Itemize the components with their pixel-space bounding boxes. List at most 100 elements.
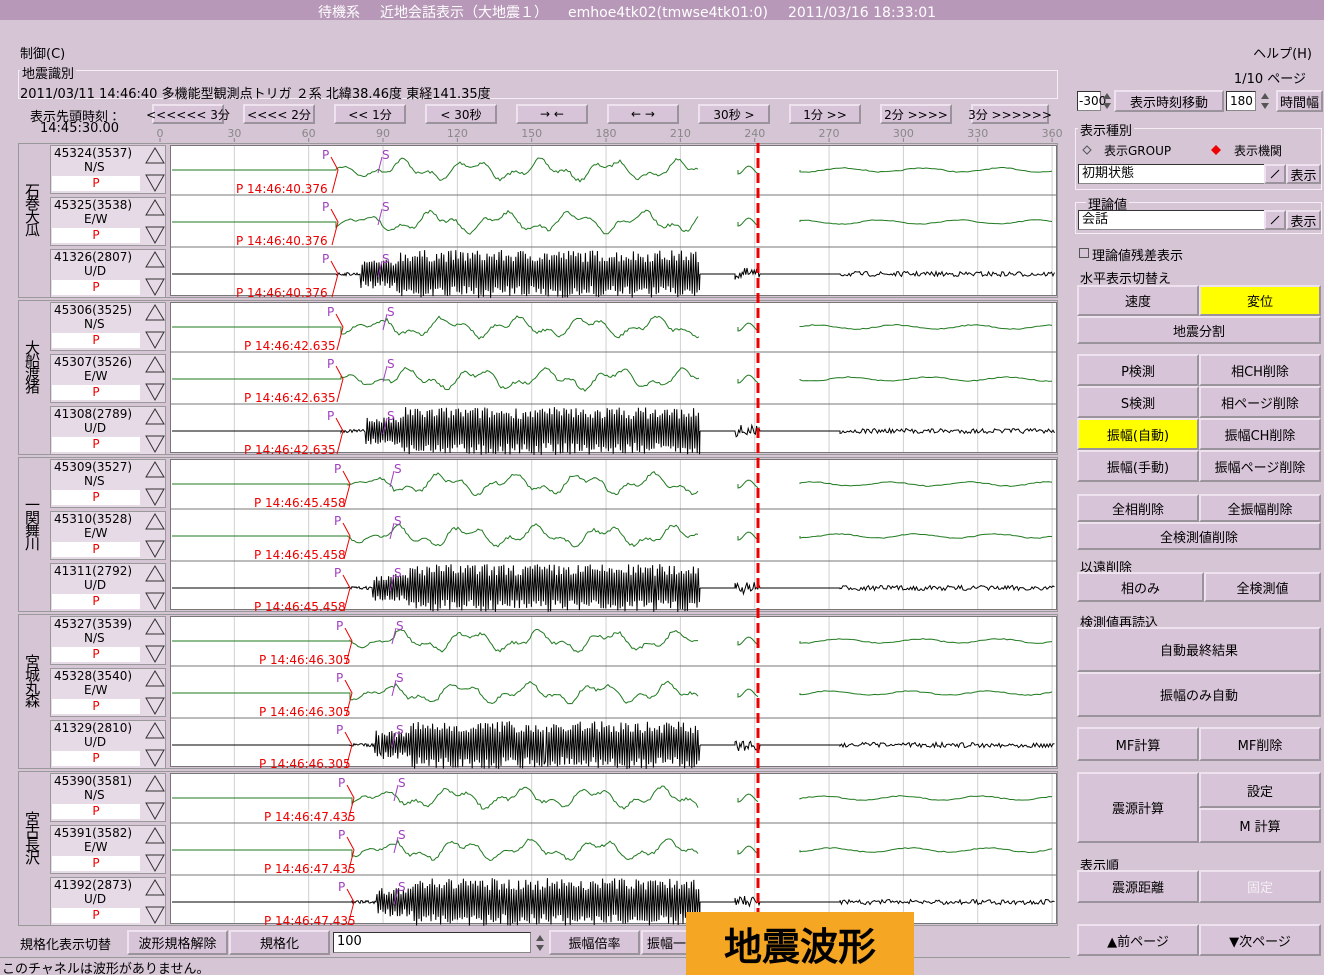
nav-button[interactable]: <<<<<< 3分	[146, 104, 230, 124]
channel-component: N/S	[84, 788, 105, 802]
time-tick-label: 210	[669, 127, 691, 140]
button[interactable]: M 計算	[1199, 808, 1321, 843]
radio-label[interactable]: 表示機関	[1234, 144, 1283, 158]
normalize-toggle: 規格化表示切替	[20, 938, 112, 953]
channel-id: 45310(3528)	[54, 512, 133, 526]
button[interactable]: ▲前ページ	[1077, 924, 1199, 956]
nav-button[interactable]: 3分 >>>>>>	[968, 104, 1052, 124]
menu-control[interactable]: 制御(C)	[20, 47, 66, 62]
time-tick-label: 180	[595, 127, 617, 140]
button[interactable]: 振幅CH削除	[1199, 418, 1321, 450]
button[interactable]: 地震分割	[1077, 316, 1321, 344]
station-name: 一関舞川	[23, 497, 41, 549]
phase-field: P	[52, 542, 140, 557]
channel-id: 41308(2789)	[54, 407, 133, 421]
title-part: emhoe4tk02(tmwse4tk01:0)	[568, 5, 768, 21]
dropdown-arrow[interactable]	[1264, 210, 1286, 230]
button[interactable]: MF計算	[1077, 727, 1199, 761]
button[interactable]: 波形規格解除	[127, 930, 228, 955]
spinner[interactable]	[1102, 92, 1112, 110]
channel-id: 45309(3527)	[54, 460, 133, 474]
button[interactable]: 表示	[1286, 210, 1321, 230]
title: 待機系 近地会話表示（大地震１） emhoe4tk02(tmwse4tk01:0) 2…	[318, 2, 956, 22]
radio-label[interactable]: 表示GROUP	[1104, 144, 1172, 158]
group-frame	[1075, 202, 1322, 234]
button[interactable]: 振幅(手動)	[1077, 450, 1199, 482]
scale-field[interactable]: 100	[333, 932, 531, 953]
button[interactable]: 規格化	[229, 930, 330, 955]
button-active[interactable]: 振幅(自動)	[1077, 418, 1199, 450]
width-field[interactable]: 180	[1226, 91, 1256, 111]
spinner[interactable]	[535, 934, 545, 952]
button[interactable]: 震源計算	[1077, 772, 1199, 843]
waveform-panel	[170, 302, 1057, 453]
checkbox-label[interactable]: 理論値残差表示	[1092, 249, 1184, 264]
time-tick-label: 60	[301, 127, 316, 140]
spinner[interactable]	[1260, 92, 1270, 110]
button[interactable]: 振幅ページ削除	[1199, 450, 1321, 482]
button[interactable]: 全検測値削除	[1077, 522, 1321, 550]
nav-button[interactable]: → ←	[516, 104, 588, 124]
button[interactable]: 全相削除	[1077, 494, 1199, 522]
channel-component: N/S	[84, 474, 105, 488]
phase-field: P	[52, 856, 140, 871]
width-button[interactable]: 時間幅	[1276, 90, 1323, 112]
title-part: 2011/03/16 18:33:01	[787, 5, 937, 21]
time-tick-label: 150	[521, 127, 543, 140]
button[interactable]: S検測	[1077, 386, 1199, 418]
radio[interactable]	[1082, 145, 1092, 155]
button[interactable]: 速度	[1077, 285, 1199, 316]
nav-button[interactable]: ← →	[607, 104, 679, 124]
button[interactable]: 相CH削除	[1199, 354, 1321, 386]
channel-component: U/D	[84, 892, 107, 906]
button[interactable]: 設定	[1199, 772, 1321, 808]
button[interactable]: 自動最終結果	[1077, 627, 1321, 672]
nav-button[interactable]: <<<< 2分	[243, 104, 315, 124]
button-active[interactable]: 変位	[1199, 285, 1321, 316]
button[interactable]: P検測	[1077, 354, 1199, 386]
button[interactable]: MF削除	[1199, 727, 1321, 761]
station-name: 宮古長沢	[23, 811, 41, 863]
start-time: 14:45:30.00	[40, 121, 120, 136]
button[interactable]: 相のみ	[1077, 572, 1204, 602]
button[interactable]: 相ページ削除	[1199, 386, 1321, 418]
nav-button[interactable]: 1分 >>	[789, 104, 861, 124]
nav-button[interactable]: < 30秒	[425, 104, 497, 124]
time-tick-label: 120	[446, 127, 468, 140]
button[interactable]: 全検測値	[1204, 572, 1321, 602]
shift-field[interactable]: -300	[1077, 91, 1106, 111]
button[interactable]: ▼次ページ	[1199, 924, 1321, 956]
waveform-panel	[170, 773, 1057, 924]
phase-field: P	[52, 437, 140, 452]
radio[interactable]	[1211, 145, 1221, 155]
button[interactable]: 震源距離	[1077, 870, 1199, 903]
dropdown-arrow[interactable]	[1264, 164, 1286, 184]
select[interactable]: 初期状態	[1078, 164, 1284, 184]
nav-button[interactable]: 30秒 >	[698, 104, 770, 124]
status-bar	[0, 957, 1070, 975]
button[interactable]: 全振幅削除	[1199, 494, 1321, 522]
station-name: 宮城丸森	[23, 654, 41, 706]
start-label: 表示先頭時刻：	[30, 110, 122, 125]
channel-component: U/D	[84, 735, 107, 749]
button[interactable]: 表示	[1286, 164, 1321, 184]
station-name: 大船渡猪	[23, 340, 41, 392]
channel-component: N/S	[84, 317, 105, 331]
channel-component: E/W	[84, 840, 108, 854]
channel-id: 41392(2873)	[54, 878, 133, 892]
phase-field: P	[52, 176, 140, 191]
channel-id: 41311(2792)	[54, 564, 133, 578]
nav-button[interactable]: 2分 >>>>	[880, 104, 952, 124]
channel-id: 41329(2810)	[54, 721, 133, 735]
time-tick-label: 330	[967, 127, 989, 140]
menu-help[interactable]: ヘルプ(H)	[1253, 47, 1312, 62]
checkbox[interactable]	[1079, 248, 1089, 258]
button[interactable]: 振幅のみ自動	[1077, 672, 1321, 717]
channel-component: U/D	[84, 421, 107, 435]
button[interactable]: 振幅倍率	[549, 930, 640, 955]
select[interactable]: 会話	[1078, 210, 1284, 230]
channel-component: E/W	[84, 212, 108, 226]
nav-button[interactable]: << 1分	[334, 104, 406, 124]
shift-button[interactable]: 表示時刻移動	[1114, 90, 1224, 112]
